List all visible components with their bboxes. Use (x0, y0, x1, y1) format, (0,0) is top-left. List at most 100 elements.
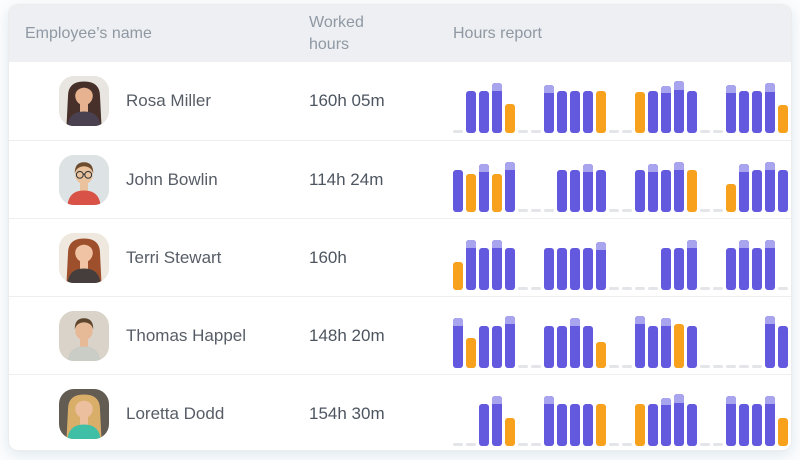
partial-day-bar (726, 183, 736, 212)
workday-bar (648, 325, 658, 368)
overtime-cap (765, 395, 775, 404)
workday-bar (752, 403, 762, 446)
table-header: Employee’s name Worked hours Hours repor… (9, 5, 791, 62)
day-off-dash (453, 130, 463, 133)
workday-bar (492, 325, 502, 368)
workday-bar (570, 91, 580, 133)
day-off-dash (544, 208, 554, 212)
table-row[interactable]: John Bowlin 114h 24m (9, 140, 791, 218)
workday-bar (687, 91, 697, 133)
table-row[interactable]: Terri Stewart 160h (9, 218, 791, 296)
workday-bar (557, 325, 567, 368)
employee-cell: John Bowlin (9, 154, 299, 205)
overtime-cap (726, 395, 736, 404)
day-off-dash (518, 286, 528, 290)
workday-bar (687, 325, 697, 368)
hours-report-chart (453, 234, 791, 290)
partial-day-bar (635, 92, 645, 133)
hours-report-chart (453, 390, 791, 446)
workday-bar (765, 239, 775, 290)
workday-bar (557, 247, 567, 290)
day-off-dash (531, 364, 541, 368)
column-header-label: Employee’s name (25, 24, 152, 42)
column-header-label: Hours report (453, 24, 542, 42)
partial-day-bar (778, 417, 788, 446)
workday-bar (466, 239, 476, 290)
hours-report-cell (409, 382, 791, 446)
workday-bar (661, 247, 671, 290)
hours-report-chart (453, 156, 791, 212)
table-row[interactable]: Thomas Happel 148h 20m (9, 296, 791, 374)
overtime-cap (765, 315, 775, 324)
overtime-cap (674, 161, 684, 170)
employee-cell: Loretta Dodd (9, 388, 299, 439)
workday-bar (752, 91, 762, 133)
day-off-dash (609, 286, 619, 290)
partial-day-bar (505, 417, 515, 446)
overtime-cap (765, 161, 775, 170)
day-off-dash (518, 364, 528, 368)
overtime-cap (661, 317, 671, 326)
workday-bar (739, 163, 749, 212)
workday-bar (570, 247, 580, 290)
workday-bar (557, 91, 567, 133)
workday-bar (453, 317, 463, 368)
avatar (59, 76, 109, 126)
day-off-dash (739, 364, 749, 368)
overtime-cap (505, 315, 515, 324)
employee-name: Rosa Miller (126, 91, 212, 110)
day-off-dash (726, 364, 736, 368)
workday-bar (765, 83, 775, 133)
table-row[interactable]: Rosa Miller 160h 05m (9, 62, 791, 140)
workday-bar (635, 169, 645, 212)
partial-day-bar (778, 105, 788, 133)
partial-day-bar (492, 173, 502, 212)
day-off-dash (700, 130, 710, 133)
overtime-cap (492, 395, 502, 404)
workday-bar (492, 239, 502, 290)
workday-bar (570, 169, 580, 212)
partial-day-bar (635, 403, 645, 446)
overtime-cap (544, 85, 554, 93)
partial-day-bar (596, 403, 606, 446)
workday-bar (557, 169, 567, 212)
partial-day-bar (674, 323, 684, 368)
overtime-cap (739, 163, 749, 172)
workday-bar (596, 241, 606, 290)
overtime-cap (583, 163, 593, 172)
workday-bar (492, 83, 502, 133)
workday-bar (479, 163, 489, 212)
workday-bar (466, 91, 476, 133)
workday-bar (778, 169, 788, 212)
overtime-cap (739, 239, 749, 248)
day-off-dash (518, 130, 528, 133)
workday-bar (479, 325, 489, 368)
worked-hours-value: 160h 05m (309, 91, 385, 110)
day-off-dash (713, 208, 723, 212)
workday-bar (544, 325, 554, 368)
worked-hours-value: 160h (309, 247, 347, 267)
overtime-cap (505, 161, 515, 170)
workday-bar (635, 315, 645, 368)
day-off-dash (531, 286, 541, 290)
workday-bar (583, 403, 593, 446)
workday-bar (648, 163, 658, 212)
workday-bar (765, 395, 775, 446)
overtime-cap (596, 241, 606, 250)
workday-bar (648, 91, 658, 133)
partial-day-bar (687, 169, 697, 212)
hours-report-cell (409, 69, 791, 133)
hours-report-chart (453, 77, 791, 133)
overtime-cap (726, 85, 736, 93)
workday-bar (687, 239, 697, 290)
workday-bar (570, 403, 580, 446)
day-off-dash (700, 286, 710, 290)
day-off-dash (700, 442, 710, 446)
partial-day-bar (453, 261, 463, 290)
workday-bar (596, 169, 606, 212)
table-row[interactable]: Loretta Dodd 154h 30m (9, 374, 791, 450)
workday-bar (492, 395, 502, 446)
workday-bar (674, 161, 684, 212)
day-off-dash (713, 286, 723, 290)
day-off-dash (518, 442, 528, 446)
